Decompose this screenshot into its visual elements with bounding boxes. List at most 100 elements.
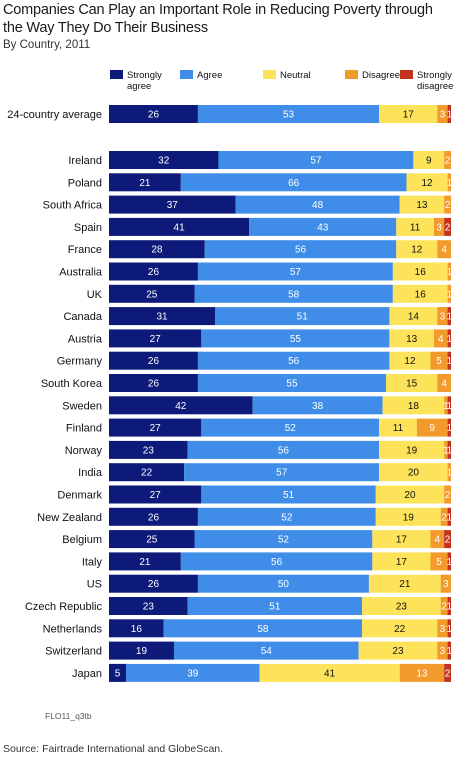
bar-segment [109, 262, 198, 281]
data-label: 26 [148, 356, 160, 367]
category-label: Germany [57, 356, 103, 368]
bar-segment [430, 530, 445, 549]
bar-segment [447, 329, 451, 348]
data-label: 3 [440, 312, 446, 323]
data-label: 23 [392, 646, 404, 657]
chart-subtitle: By Country, 2011 [3, 39, 91, 51]
data-label: 11 [393, 423, 404, 434]
data-label: 39 [187, 668, 199, 679]
bar-segment [447, 262, 451, 281]
data-label: 2 [441, 602, 447, 613]
data-label: 22 [394, 624, 406, 635]
bar-segment [399, 195, 445, 214]
bar-segment [109, 195, 236, 214]
data-label: 21 [139, 178, 151, 189]
data-label: 57 [290, 267, 302, 278]
data-label: 51 [269, 602, 281, 613]
bar-segment [396, 240, 438, 259]
data-label: 1 [447, 468, 453, 479]
bar-segment [447, 619, 451, 638]
bar-segment [447, 307, 451, 326]
bar-segment [444, 663, 451, 682]
data-label: 2 [445, 535, 451, 546]
data-label: 1 [443, 401, 449, 412]
data-label: 3 [440, 110, 446, 121]
bar-segment [447, 440, 451, 459]
bar-segment [389, 307, 438, 326]
category-label: Czech Republic [25, 601, 103, 613]
data-label: 3 [436, 222, 442, 233]
legend-swatch [180, 70, 193, 79]
bar-segment [444, 195, 451, 214]
bar-segment [109, 151, 219, 169]
bar-segment [109, 105, 198, 123]
bar-segment [430, 552, 448, 571]
data-label: 21 [139, 557, 151, 568]
data-label: 1 [447, 356, 453, 367]
bar-segment [187, 440, 380, 459]
data-label: 14 [408, 312, 420, 323]
bar-segment [109, 217, 250, 236]
data-label: 23 [396, 602, 408, 613]
bar-segment [437, 374, 451, 392]
data-label: 26 [148, 579, 160, 590]
data-label: 27 [150, 334, 162, 345]
category-label: Denmark [57, 490, 102, 502]
data-label: 23 [143, 445, 155, 456]
data-label: 51 [297, 312, 309, 323]
data-label: 26 [148, 267, 160, 278]
bar-segment [444, 530, 451, 549]
bar-segment [109, 418, 202, 437]
bar-segment [235, 195, 400, 214]
data-label: 58 [257, 624, 269, 635]
bar-segment [194, 284, 393, 303]
data-label: 18 [408, 401, 420, 412]
category-label: Sweden [62, 400, 102, 412]
category-label: 24-country average [7, 109, 102, 121]
data-label: 55 [286, 379, 298, 390]
bar-segment [447, 418, 451, 437]
bar-segment [447, 507, 451, 526]
data-label: 37 [167, 200, 179, 211]
legend-label: Strongly disagree [417, 70, 453, 92]
data-label: 56 [288, 356, 300, 367]
data-label: 57 [276, 468, 288, 479]
bar-segment [447, 284, 451, 303]
bar-segment [399, 663, 445, 682]
data-label: 22 [141, 468, 153, 479]
data-label: 26 [148, 110, 160, 121]
category-label: Poland [68, 177, 102, 189]
bar-segment [259, 663, 400, 682]
data-label: 52 [285, 423, 297, 434]
data-label: 9 [426, 156, 432, 167]
data-label: 20 [404, 490, 416, 501]
bar-segment [362, 597, 441, 615]
bar-segment [109, 619, 164, 638]
bar-segment [447, 597, 451, 615]
data-label: 1 [443, 445, 449, 456]
bar-segment [201, 418, 380, 437]
category-label: Canada [63, 311, 102, 323]
data-label: 23 [143, 602, 155, 613]
bar-segment [375, 485, 445, 504]
data-label: 1 [447, 602, 453, 613]
bar-segment [447, 351, 451, 370]
data-label: 2 [445, 668, 451, 679]
bar-segment [109, 641, 174, 660]
category-label: Australia [59, 267, 103, 279]
data-label: 25 [146, 535, 158, 546]
bar-segment [197, 351, 390, 370]
data-label: 1 [447, 557, 453, 568]
data-label: 4 [435, 535, 441, 546]
data-label: 43 [317, 222, 329, 233]
bar-segment [197, 105, 380, 123]
data-label: 52 [278, 535, 290, 546]
bar-segment [447, 173, 451, 192]
source-note: Source: Fairtrade International and Glob… [3, 743, 224, 755]
bar-segment [109, 351, 198, 370]
bar-segment [416, 418, 448, 437]
bar-segment [126, 663, 260, 682]
category-label: Finland [66, 423, 102, 435]
bar-segment [413, 151, 445, 169]
